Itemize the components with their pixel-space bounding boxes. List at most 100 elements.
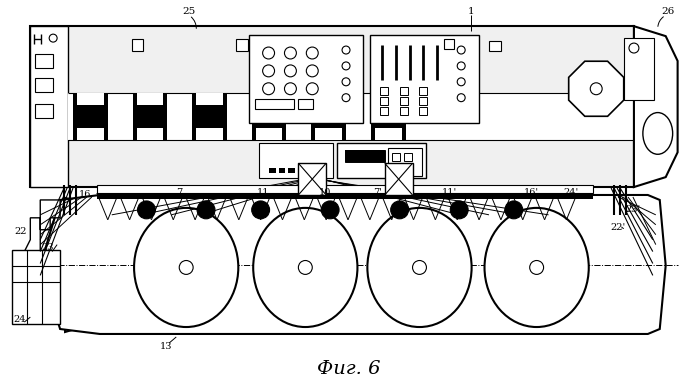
Bar — [396, 93, 426, 117]
Text: 10: 10 — [319, 187, 331, 196]
Circle shape — [342, 46, 350, 54]
Bar — [308, 168, 315, 173]
Bar — [252, 93, 287, 141]
Bar — [97, 193, 593, 199]
Bar — [256, 93, 282, 105]
Polygon shape — [17, 200, 60, 309]
Bar — [13, 249, 60, 324]
Circle shape — [457, 62, 465, 70]
Bar — [375, 93, 402, 105]
Text: 7': 7' — [373, 187, 382, 196]
Bar — [76, 93, 106, 117]
Bar — [77, 93, 103, 105]
Ellipse shape — [643, 112, 672, 154]
Text: 7: 7 — [176, 187, 182, 196]
Bar — [157, 117, 187, 141]
Bar — [268, 168, 275, 173]
Text: 24: 24 — [13, 315, 26, 323]
Bar — [298, 99, 313, 109]
Ellipse shape — [368, 208, 472, 327]
Circle shape — [306, 47, 318, 59]
Bar — [259, 143, 333, 178]
Circle shape — [342, 78, 350, 86]
Bar — [489, 41, 501, 51]
Text: 24': 24' — [564, 187, 579, 196]
Bar — [256, 129, 282, 141]
Circle shape — [49, 34, 57, 42]
Bar — [391, 153, 400, 161]
Text: 11: 11 — [257, 187, 269, 196]
Circle shape — [457, 46, 465, 54]
Bar — [30, 26, 68, 187]
Bar — [370, 35, 479, 122]
Circle shape — [284, 47, 296, 59]
Text: 16': 16' — [524, 187, 539, 196]
Bar — [400, 97, 408, 105]
Bar — [77, 129, 103, 141]
Bar — [380, 97, 388, 105]
Bar — [192, 93, 227, 141]
Bar — [419, 107, 427, 115]
Bar — [289, 168, 296, 173]
Text: 23': 23' — [626, 205, 640, 214]
Bar — [400, 107, 408, 115]
Circle shape — [179, 261, 193, 275]
Circle shape — [138, 201, 155, 219]
Circle shape — [284, 65, 296, 77]
Bar — [131, 39, 143, 51]
Ellipse shape — [134, 208, 238, 327]
Bar — [403, 153, 412, 161]
Ellipse shape — [253, 208, 357, 327]
Bar — [391, 164, 400, 172]
Bar — [400, 87, 408, 95]
Circle shape — [197, 201, 215, 219]
Bar — [196, 93, 223, 105]
Bar — [136, 93, 164, 105]
Text: 11': 11' — [442, 187, 457, 196]
Bar — [315, 129, 342, 141]
Bar — [277, 117, 306, 141]
Circle shape — [412, 261, 426, 275]
Circle shape — [306, 83, 318, 95]
Circle shape — [263, 65, 275, 77]
Text: 1: 1 — [468, 7, 475, 16]
Bar — [73, 93, 108, 141]
Bar — [277, 93, 306, 117]
Bar — [388, 148, 422, 176]
Circle shape — [629, 43, 639, 53]
Bar — [419, 87, 427, 95]
Bar — [419, 97, 427, 105]
Circle shape — [530, 261, 544, 275]
Bar — [298, 163, 326, 195]
Ellipse shape — [484, 208, 589, 327]
Text: 13: 13 — [160, 342, 173, 352]
Bar — [35, 78, 53, 92]
Circle shape — [391, 201, 409, 219]
Text: 25: 25 — [182, 7, 196, 16]
Bar — [380, 107, 388, 115]
Bar — [337, 143, 426, 178]
Bar — [384, 163, 412, 195]
Bar — [514, 117, 545, 141]
Circle shape — [450, 201, 468, 219]
Bar — [445, 39, 454, 49]
Bar — [136, 129, 164, 141]
Circle shape — [252, 201, 270, 219]
Bar — [249, 35, 363, 122]
Text: 23: 23 — [41, 243, 53, 252]
Text: 16: 16 — [79, 191, 91, 199]
Text: Фиг. 6: Фиг. 6 — [317, 360, 381, 378]
Circle shape — [322, 201, 339, 219]
Bar — [278, 168, 285, 173]
Bar — [315, 93, 342, 105]
Bar — [403, 164, 412, 172]
Bar — [196, 129, 223, 141]
Polygon shape — [634, 26, 677, 187]
Circle shape — [342, 62, 350, 70]
Bar — [396, 117, 426, 141]
Bar — [375, 129, 402, 141]
Bar — [254, 99, 294, 109]
Bar — [345, 150, 384, 162]
Circle shape — [342, 94, 350, 102]
Bar — [236, 39, 247, 51]
